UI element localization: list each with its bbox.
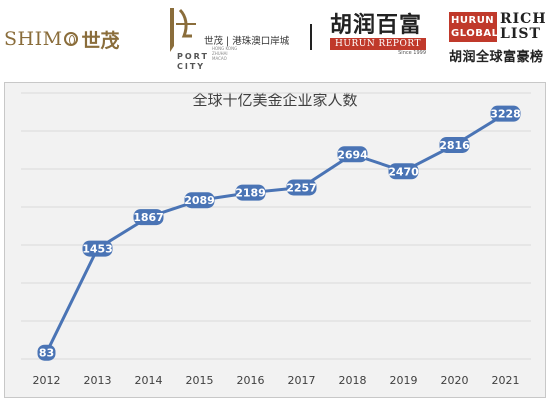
data-point-2015 [184, 192, 215, 209]
line-chart: 全球十亿美金企业家人数 83 1453 1867 2089 2189 2257 2694 24… [21, 91, 531, 387]
data-point-2018 [337, 146, 368, 163]
x-tick-label-2020: 2020 [441, 374, 469, 387]
rich-list-logo: HURUN GLOBAL RICH LIST 胡润全球富豪榜 [449, 12, 549, 68]
port-city-mark-icon [170, 8, 196, 52]
x-tick-label-2017: 2017 [288, 374, 316, 387]
x-axis-ticks: 2012 2013 2014 2015 2016 2017 2018 2019 2020 2021 [33, 374, 520, 387]
data-point-2014 [133, 209, 164, 226]
logo-bar: SHIM 世茂 世茂 | 港珠澳口岸城 HONG KONG ZHUHAI MAC… [0, 0, 550, 78]
data-label-2012: 83 [39, 347, 54, 360]
data-label-2021: 3228 [490, 108, 521, 121]
rich-list-cn: 胡润全球富豪榜 [449, 50, 544, 65]
x-tick-label-2013: 2013 [84, 374, 112, 387]
data-markers: 83 1453 1867 2089 2189 2257 2694 2470 2816 3228 [37, 105, 521, 361]
data-label-2014: 1867 [133, 211, 164, 224]
data-label-2017: 2257 [286, 181, 317, 194]
hurun-report-logo: 胡润百富 HURUN REPORT Since 1999 [330, 14, 434, 64]
x-tick-label-2016: 2016 [237, 374, 265, 387]
data-point-2020 [439, 136, 470, 153]
x-tick-label-2021: 2021 [492, 374, 520, 387]
port-city-word-port: PORT [177, 52, 209, 61]
logo-divider [310, 24, 312, 50]
port-city-word-city: CITY [177, 62, 206, 71]
port-city-small: HONG KONG ZHUHAI MACAO [212, 46, 238, 61]
shimao-logo-cn: 世茂 [81, 29, 120, 52]
data-label-2020: 2816 [439, 139, 470, 152]
x-tick-label-2018: 2018 [339, 374, 367, 387]
chart-title: 全球十亿美金企业家人数 [192, 91, 357, 109]
data-label-2016: 2189 [235, 187, 266, 200]
data-label-2013: 1453 [82, 243, 113, 256]
data-point-2013 [82, 240, 113, 257]
series-line [45, 112, 507, 354]
chart-frame: 全球十亿美金企业家人数 83 1453 1867 2089 2189 2257 2694 24… [4, 82, 546, 398]
data-point-2017 [286, 179, 317, 196]
data-label-2018: 2694 [337, 148, 368, 161]
data-point-2021 [490, 105, 521, 122]
data-point-2019 [388, 163, 419, 180]
series-polyline [45, 112, 507, 354]
shimao-logo-latin: SHIM [4, 28, 63, 50]
grid-lines [21, 92, 531, 360]
rich-list-word: RICH LIST [500, 11, 547, 42]
hurun-report-bar: HURUN REPORT [330, 38, 426, 50]
x-tick-label-2019: 2019 [390, 374, 418, 387]
port-city-cn: 世茂 | 港珠澳口岸城 [204, 36, 290, 47]
x-tick-label-2015: 2015 [186, 374, 214, 387]
hurun-cn: 胡润百富 [330, 13, 423, 38]
shimao-logo: SHIM 世茂 [4, 24, 120, 54]
globe-icon [63, 32, 78, 46]
port-city-logo: 世茂 | 港珠澳口岸城 HONG KONG ZHUHAI MACAO PORT … [160, 6, 310, 72]
x-tick-label-2012: 2012 [33, 374, 61, 387]
data-label-2019: 2470 [388, 165, 419, 178]
data-point-2012 [37, 344, 56, 361]
x-tick-label-2014: 2014 [135, 374, 163, 387]
data-label-2015: 2089 [184, 194, 215, 207]
data-point-2016 [235, 184, 266, 201]
hurun-since: Since 1999 [398, 50, 426, 56]
rich-list-red-block: HURUN GLOBAL [449, 12, 498, 42]
